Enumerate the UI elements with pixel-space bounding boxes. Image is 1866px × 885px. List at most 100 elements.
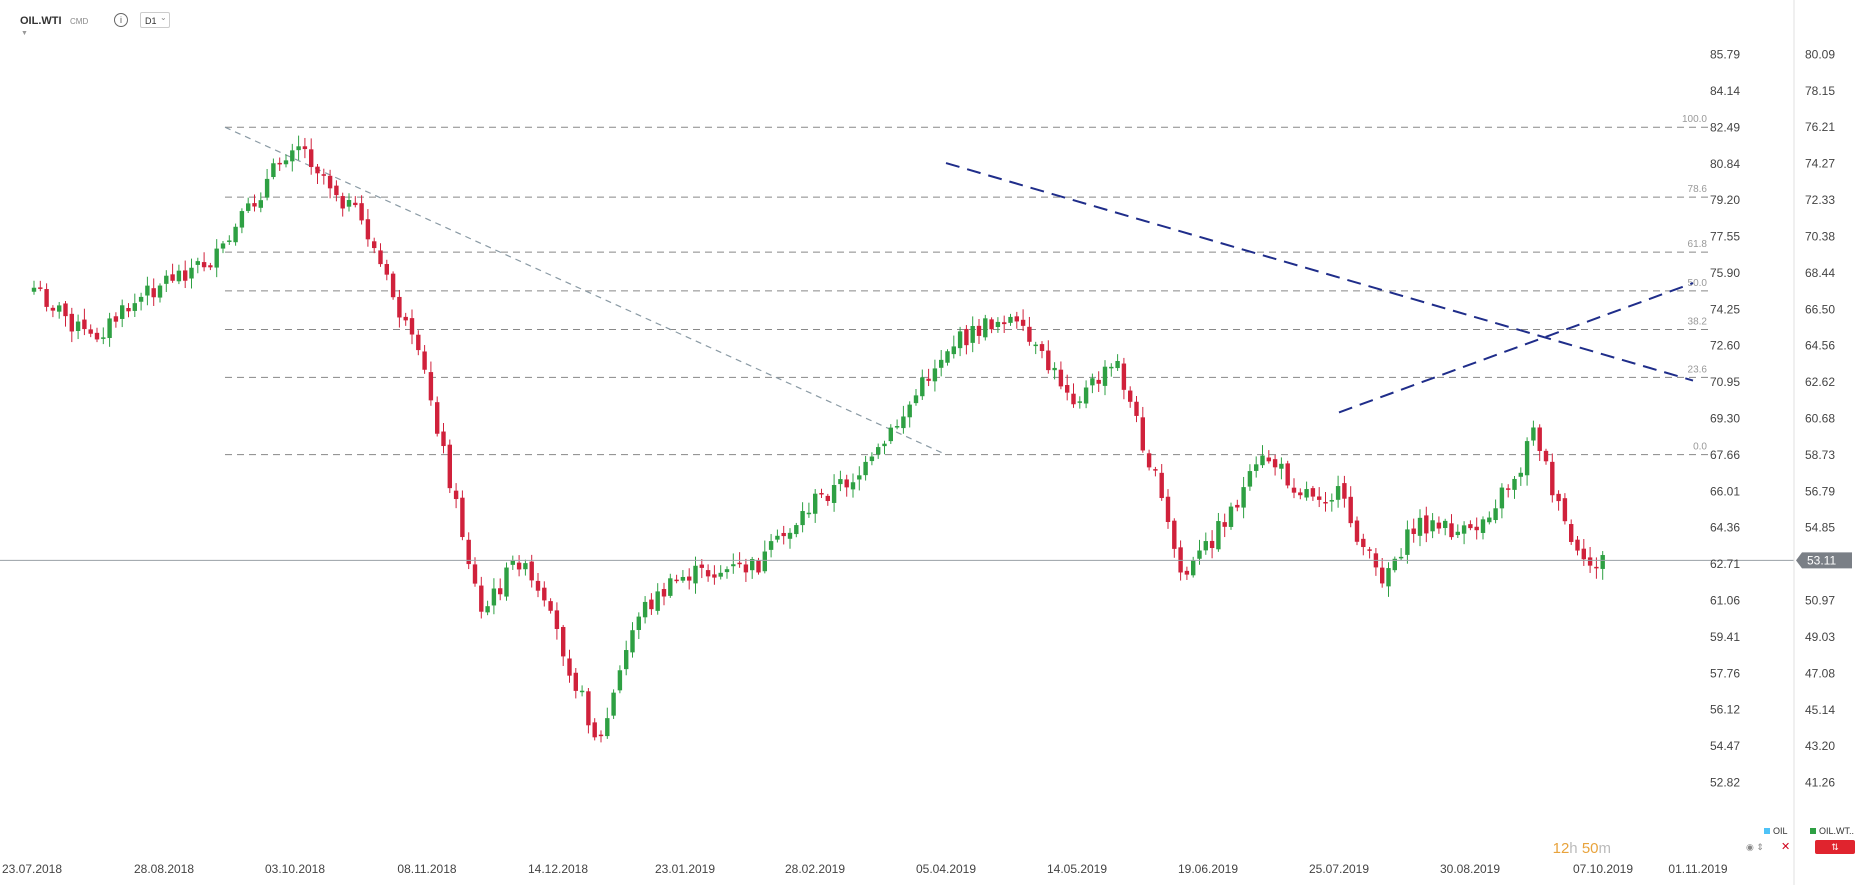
candle-body bbox=[1562, 498, 1568, 522]
info-icon[interactable]: i bbox=[114, 13, 128, 27]
candle-body bbox=[82, 319, 87, 330]
fib-level-label: 50.0 bbox=[1688, 278, 1708, 289]
candle-body bbox=[888, 427, 893, 442]
candle-body bbox=[1367, 549, 1372, 551]
candle-body bbox=[69, 313, 74, 332]
candle-body bbox=[1449, 523, 1454, 538]
trendlines[interactable] bbox=[945, 162, 1694, 414]
candle-body bbox=[825, 495, 830, 501]
candle-body bbox=[1039, 344, 1045, 351]
candle-body bbox=[132, 303, 137, 311]
x-axis-tick: 14.05.2019 bbox=[1047, 862, 1107, 876]
left-axis-tick: 54.47 bbox=[1710, 739, 1740, 753]
candle-body bbox=[1506, 488, 1511, 490]
candle-body bbox=[94, 332, 100, 340]
candle-body bbox=[101, 337, 106, 339]
right-axis-tick: 49.03 bbox=[1805, 630, 1835, 644]
candle-body bbox=[781, 532, 786, 537]
candle-body bbox=[882, 443, 887, 447]
close-icon[interactable]: ✕ bbox=[1781, 841, 1791, 853]
candle-body bbox=[642, 601, 648, 618]
candle-body bbox=[1361, 538, 1366, 548]
left-axis-tick: 52.82 bbox=[1710, 776, 1740, 790]
candle-body bbox=[1153, 469, 1158, 471]
candle-body bbox=[120, 305, 125, 319]
candle-body bbox=[1285, 463, 1290, 486]
candle-body bbox=[1140, 417, 1145, 451]
x-axis-tick: 03.10.2018 bbox=[265, 862, 325, 876]
right-axis-tick: 58.73 bbox=[1805, 448, 1835, 462]
candle-body bbox=[592, 722, 597, 738]
candle-body bbox=[579, 690, 585, 693]
candle-body bbox=[1083, 387, 1089, 404]
candle-body bbox=[1556, 493, 1561, 502]
candle-body bbox=[271, 163, 276, 178]
right-price-axis: 80.09 78.15 76.21 74.27 72.33 70.38 68.44 66.50… bbox=[1793, 0, 1852, 885]
eye-icon[interactable]: ◉ ⇕ bbox=[1746, 842, 1764, 852]
sell-buy-button[interactable]: ⇅ bbox=[1815, 840, 1855, 854]
candle-body bbox=[126, 308, 131, 312]
candle-body bbox=[535, 580, 541, 591]
symbol-label[interactable]: OIL.WTI bbox=[20, 15, 62, 27]
left-axis-tick: 77.55 bbox=[1710, 229, 1740, 243]
candle-body bbox=[428, 372, 434, 401]
legend-item-oil-wti[interactable]: OIL.WT.. bbox=[1810, 826, 1854, 836]
candle-body bbox=[1254, 464, 1259, 471]
timer-minutes: 50 bbox=[1581, 840, 1599, 857]
candle-body bbox=[901, 416, 906, 429]
chevron-down-icon[interactable]: ⌄ bbox=[160, 13, 167, 22]
fibonacci-levels: 113.0100.078.661.850.038.223.60.0 bbox=[225, 114, 1710, 456]
fib-level-label: 23.6 bbox=[1688, 364, 1708, 375]
candle-body bbox=[1134, 401, 1139, 416]
candle-body bbox=[775, 535, 780, 540]
candle-body bbox=[724, 569, 730, 573]
fib-level-label: 38.2 bbox=[1688, 317, 1708, 328]
left-axis-tick: 59.41 bbox=[1710, 630, 1740, 644]
candle-body bbox=[1058, 369, 1064, 387]
candle-body bbox=[1184, 570, 1190, 575]
candle-body bbox=[831, 485, 837, 503]
candle-body bbox=[416, 334, 421, 351]
candle-body bbox=[63, 303, 68, 317]
legend-item-oil[interactable]: OIL bbox=[1764, 826, 1788, 836]
timeframe-value: D1 bbox=[145, 16, 157, 26]
candle-body bbox=[907, 404, 912, 418]
candle-body bbox=[1052, 367, 1057, 371]
candle-body bbox=[1550, 461, 1555, 496]
candle-body bbox=[183, 270, 188, 281]
candle-body bbox=[346, 200, 352, 207]
left-axis-tick: 72.60 bbox=[1710, 339, 1740, 353]
candle-body bbox=[479, 585, 484, 612]
timeframe-select[interactable]: D1 bbox=[140, 12, 170, 28]
x-axis-tick: 07.10.2019 bbox=[1573, 862, 1633, 876]
x-axis-tick: 25.07.2019 bbox=[1309, 862, 1369, 876]
candle-body bbox=[762, 551, 767, 572]
candle-body bbox=[1222, 522, 1227, 527]
candle-body bbox=[983, 318, 988, 338]
candle-body bbox=[44, 289, 49, 307]
candle-body bbox=[1027, 326, 1032, 342]
candle-body bbox=[38, 287, 43, 289]
candle-body bbox=[258, 200, 263, 208]
left-axis-tick: 57.76 bbox=[1710, 666, 1740, 680]
candle-body bbox=[315, 166, 320, 174]
x-axis-tick: 14.12.2018 bbox=[528, 862, 588, 876]
candle-body bbox=[435, 402, 440, 434]
candle-body bbox=[598, 734, 604, 737]
candle-body bbox=[1096, 379, 1101, 384]
candle-body bbox=[1077, 401, 1082, 403]
legend-label: OIL.WT.. bbox=[1819, 826, 1855, 836]
candle-body bbox=[403, 316, 408, 321]
time-axis: 23.07.2018 28.08.2018 03.10.2018 08.11.2018… bbox=[2, 862, 1728, 876]
candle-body bbox=[1487, 517, 1492, 523]
symbol-dropdown-icon[interactable]: ▼ bbox=[21, 30, 28, 37]
candle-body bbox=[554, 610, 560, 629]
candle-body bbox=[542, 587, 547, 601]
candle-body bbox=[1430, 520, 1435, 532]
candle-body bbox=[1008, 316, 1013, 323]
candle-body bbox=[1228, 506, 1234, 527]
candle-body bbox=[661, 589, 667, 597]
candle-body bbox=[1235, 504, 1240, 508]
candle-body bbox=[932, 368, 938, 382]
